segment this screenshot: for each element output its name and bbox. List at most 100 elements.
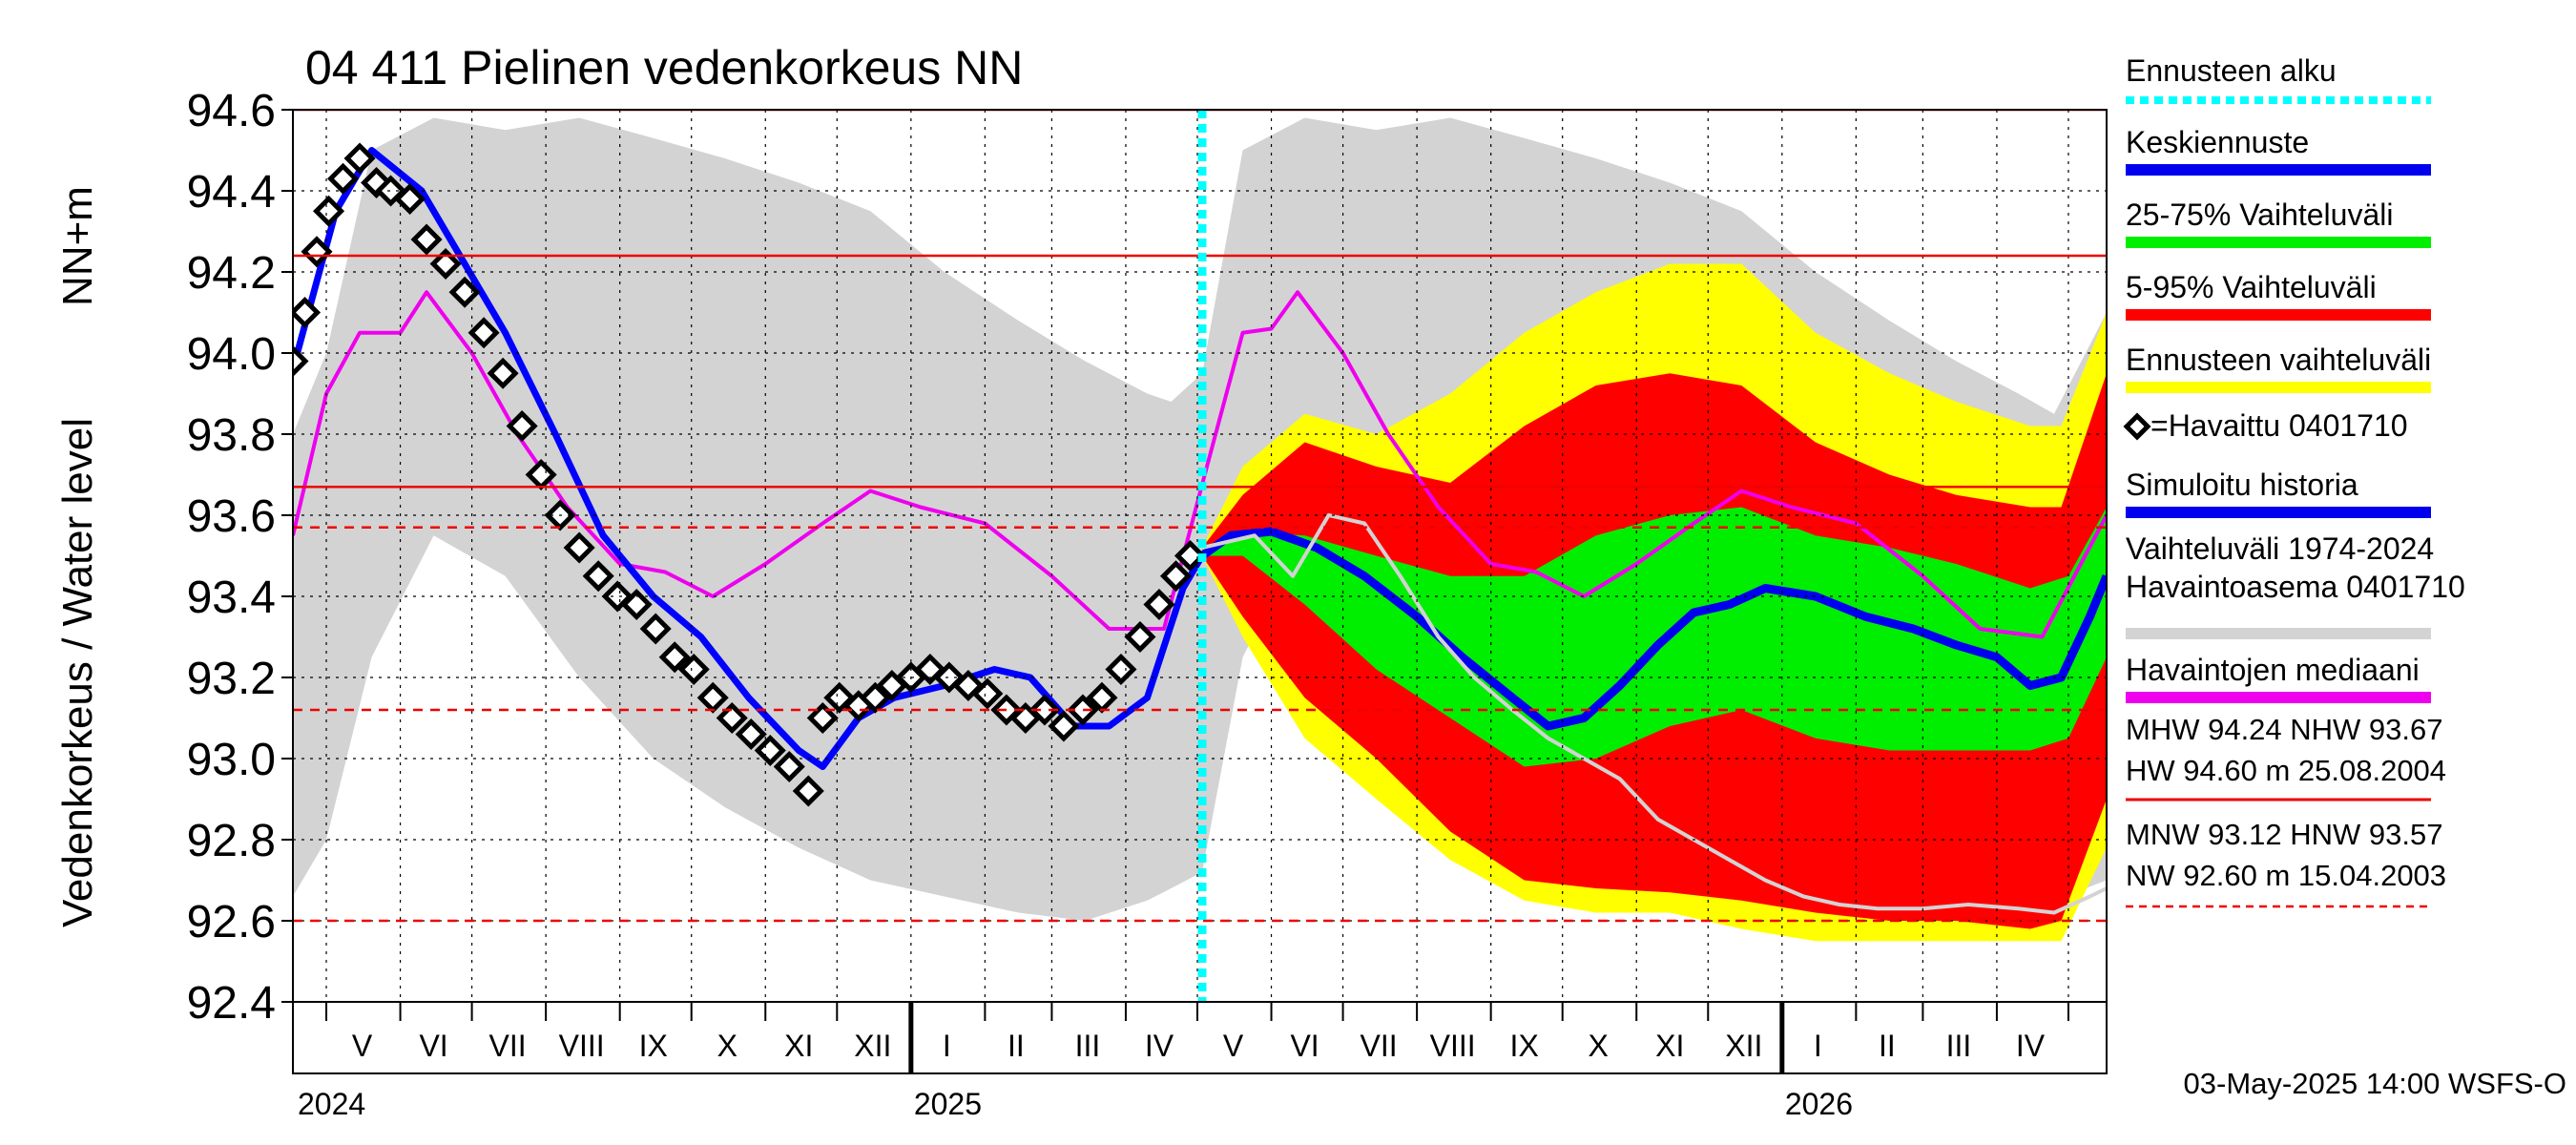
- legend-label: Simuloitu historia: [2126, 468, 2358, 502]
- axes: 94.6 94.4 94.2 94.0 93.8 93.6 93.4 93.2 93.0 92.8…: [187, 86, 2108, 1121]
- legend-label: Ennusteen alku: [2126, 53, 2337, 88]
- observed-point: [716, 701, 748, 735]
- legend-label: Havaintojen mediaani: [2126, 653, 2420, 687]
- x-month-label: XII: [1725, 1029, 1762, 1063]
- legend-label: Ennusteen vaihteluväli: [2126, 343, 2431, 377]
- observed-point: [735, 718, 767, 751]
- stats-mnw-hnw: MNW 93.12 HNW 93.57: [2126, 818, 2443, 851]
- x-month-label: IV: [1145, 1029, 1174, 1063]
- observed-point: [293, 344, 309, 378]
- x-month-label: XI: [1655, 1029, 1684, 1063]
- observed-point: [410, 223, 443, 256]
- y-tick-label: 94.2: [187, 248, 276, 299]
- x-month-label: VIII: [1430, 1029, 1476, 1063]
- legend-label-line2: Havaintoasema 0401710: [2126, 570, 2465, 604]
- observed-point: [1159, 560, 1193, 593]
- stats-hw: HW 94.60 m 25.08.2004: [2126, 754, 2446, 787]
- observed-point: [343, 142, 376, 175]
- observed-point: [1143, 588, 1175, 621]
- y-tick-label: 93.0: [187, 735, 276, 785]
- y-tick-label: 94.6: [187, 86, 276, 136]
- plot-content: [293, 110, 2107, 1002]
- legend-label: Vaihteluväli 1974-2024: [2126, 531, 2434, 566]
- y-tick-label: 93.2: [187, 654, 276, 704]
- observed-point: [773, 750, 805, 783]
- x-month-label: I: [1814, 1029, 1822, 1063]
- legend-label: 5-95% Vaihteluväli: [2126, 270, 2377, 304]
- x-month-label: V: [352, 1029, 373, 1063]
- observed-point: [677, 653, 710, 686]
- y-tick-label: 92.6: [187, 897, 276, 947]
- x-month-label: IV: [2016, 1029, 2046, 1063]
- y-tick-label: 93.6: [187, 491, 276, 542]
- y-axis-label: Vedenkorkeus / Water level: [54, 418, 101, 927]
- y-axis-unit: NN+m: [54, 186, 101, 306]
- stats-mhw-nhw: MHW 94.24 NHW 93.67: [2126, 713, 2443, 746]
- observed-point: [1174, 539, 1207, 572]
- observed-point: [326, 162, 360, 195]
- legend-marker: [2123, 412, 2151, 441]
- x-year-label: 2026: [1785, 1087, 1853, 1121]
- legend: Ennusteen alku Keskiennuste 25-75% Vaihtel…: [2123, 53, 2465, 908]
- observed-point: [293, 296, 322, 329]
- x-month-label: II: [1879, 1029, 1896, 1063]
- observed-point: [448, 276, 481, 308]
- legend-label: Keskiennuste: [2126, 125, 2309, 159]
- legend-label: =Havaittu 0401710: [2150, 408, 2408, 443]
- observed-point: [467, 317, 500, 349]
- plot-area: [293, 110, 2107, 1002]
- y-tick-label: 92.4: [187, 978, 276, 1029]
- x-month-label: IX: [1510, 1029, 1539, 1063]
- x-month-label: X: [1589, 1029, 1609, 1063]
- legend-label: 25-75% Vaihteluväli: [2126, 198, 2393, 232]
- chart-title: 04 411 Pielinen vedenkorkeus NN: [305, 41, 1023, 94]
- x-month-label: VII: [489, 1029, 527, 1063]
- series-havaittu-0401710-edellinen-vuosi: [1201, 513, 2107, 915]
- observed-point: [792, 775, 824, 807]
- observed-point: [582, 560, 614, 593]
- x-month-label: V: [1223, 1029, 1244, 1063]
- stats-nw: NW 92.60 m 15.04.2003: [2126, 859, 2446, 892]
- observed-point: [301, 236, 333, 268]
- x-month-label: VIII: [559, 1029, 605, 1063]
- x-month-label: IX: [639, 1029, 668, 1063]
- series-simuloitu-historia: [293, 147, 1206, 770]
- observed-point: [658, 641, 691, 674]
- observed-point: [1028, 694, 1061, 726]
- observed-point: [754, 734, 786, 767]
- x-month-label: X: [717, 1029, 737, 1063]
- observed-point: [487, 357, 519, 389]
- observed-point: [806, 701, 839, 735]
- y-tick-label: 92.8: [187, 816, 276, 866]
- observed-point: [639, 613, 672, 645]
- x-month-label: I: [943, 1029, 951, 1063]
- observed-point: [312, 195, 345, 227]
- y-tick-label: 94.4: [187, 167, 276, 218]
- observed-point: [971, 677, 1004, 710]
- observed-point: [394, 182, 426, 216]
- x-year-label: 2025: [914, 1087, 982, 1121]
- x-month-label: XII: [854, 1029, 891, 1063]
- observed-point: [1105, 653, 1137, 686]
- y-tick-label: 93.4: [187, 572, 276, 623]
- series-keskiennuste: [1199, 527, 2107, 731]
- y-tick-label: 93.8: [187, 410, 276, 461]
- x-axis-frame: [292, 1001, 2108, 1074]
- observed-point: [620, 588, 653, 621]
- x-year-label: 2024: [298, 1087, 365, 1121]
- x-month-label: XI: [784, 1029, 813, 1063]
- x-month-label: VI: [1290, 1029, 1319, 1063]
- x-month-label: VI: [419, 1029, 447, 1063]
- observed-point: [1124, 620, 1156, 654]
- observed-point: [429, 247, 462, 281]
- observed-point: [563, 531, 595, 564]
- x-month-label: III: [1075, 1029, 1101, 1063]
- observed-point: [506, 409, 538, 443]
- x-month-label: II: [1008, 1029, 1025, 1063]
- footer-timestamp: 03-May-2025 14:00 WSFS-O: [2184, 1067, 2566, 1100]
- observed-point: [1048, 710, 1080, 742]
- x-month-label: VII: [1361, 1029, 1398, 1063]
- series-25-75-vaihteluv-li: [1202, 507, 2107, 767]
- observed-point: [859, 681, 891, 714]
